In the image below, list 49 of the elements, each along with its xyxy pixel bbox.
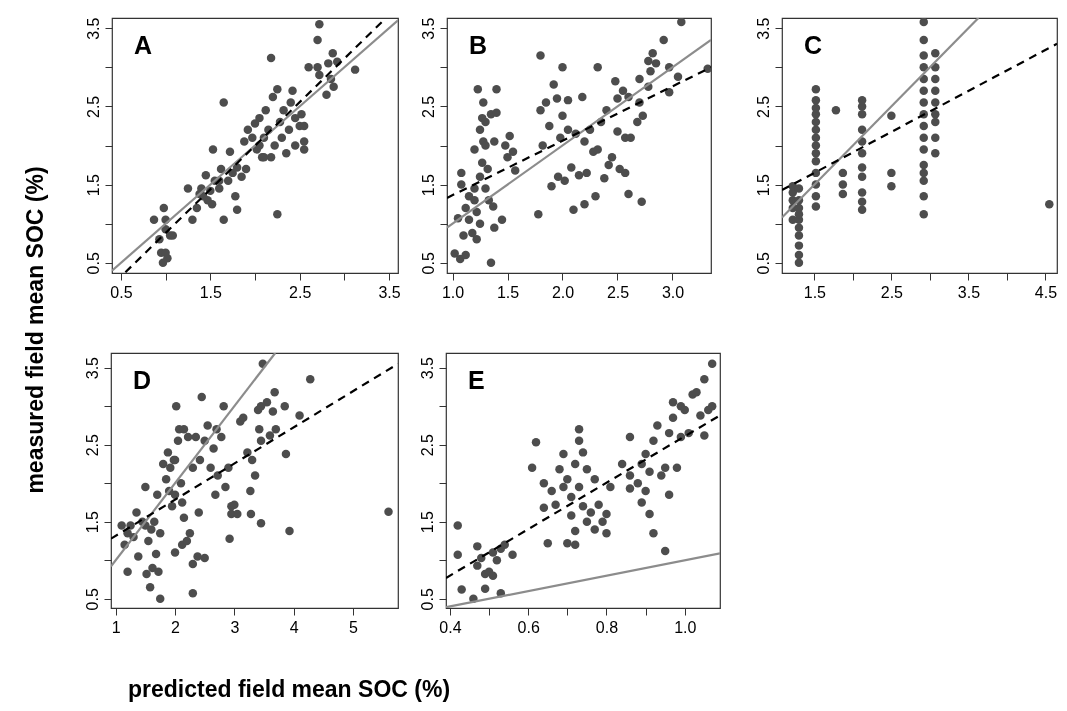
y-tick-label: 0.5 xyxy=(84,252,102,275)
y-tick-label: 3.5 xyxy=(419,17,437,40)
x-tick-label: 0.8 xyxy=(595,618,619,636)
x-tick-label: 5 xyxy=(348,618,358,636)
y-tick-label: 2.5 xyxy=(83,433,101,457)
x-axis-title: predicted field mean SOC (%) xyxy=(128,676,451,703)
y-tick-label: 0.5 xyxy=(419,252,437,275)
x-tick-label: 3.5 xyxy=(957,283,981,301)
y-tick-label: 2.5 xyxy=(418,433,436,457)
x-tick-label: 2.0 xyxy=(551,283,575,301)
y-tick-label: 3.5 xyxy=(754,17,772,40)
text: E xyxy=(468,366,485,394)
y-tick-label: 3.5 xyxy=(84,17,102,40)
y-axis-title: measured field mean SOC (%) xyxy=(22,166,49,494)
x-tick-label: 3.0 xyxy=(661,283,685,301)
x-tick-label: 1.5 xyxy=(496,283,520,301)
y-tick-label: 0.5 xyxy=(83,588,101,611)
x-tick-label: 3 xyxy=(230,618,240,636)
y-tick-label: 3.5 xyxy=(418,356,436,380)
x-tick-label: 1 xyxy=(111,618,121,636)
x-tick-label: 1.5 xyxy=(199,283,223,301)
text: D xyxy=(133,366,152,394)
x-tick-label: 0.4 xyxy=(439,618,462,636)
text: C xyxy=(804,31,823,59)
x-tick-label: 1.0 xyxy=(441,283,465,301)
text: B xyxy=(469,31,488,59)
y-tick-label: 3.5 xyxy=(83,356,101,380)
y-tick-label: 0.5 xyxy=(418,588,436,611)
text: A xyxy=(134,31,153,59)
x-tick-label: 2 xyxy=(171,618,181,636)
x-tick-label: 2.5 xyxy=(606,283,630,301)
y-tick-label: 2.5 xyxy=(754,95,772,119)
x-tick-label: 0.6 xyxy=(517,618,540,636)
x-tick-label: 1.0 xyxy=(674,618,697,636)
y-tick-label: 1.5 xyxy=(83,511,101,534)
x-tick-label: 4.5 xyxy=(1034,283,1058,301)
x-tick-label: 0.5 xyxy=(110,283,133,301)
y-tick-label: 2.5 xyxy=(419,95,437,119)
y-tick-label: 1.5 xyxy=(754,173,772,197)
y-tick-label: 0.5 xyxy=(754,252,772,275)
x-tick-label: 2.5 xyxy=(880,283,904,301)
x-tick-label: 4 xyxy=(289,618,299,636)
x-tick-label: 3.5 xyxy=(378,283,401,301)
x-tick-label: 1.5 xyxy=(803,283,827,301)
x-tick-label: 2.5 xyxy=(289,283,312,301)
y-tick-label: 1.5 xyxy=(84,173,102,197)
y-tick-label: 1.5 xyxy=(419,173,437,197)
y-tick-label: 1.5 xyxy=(418,511,436,534)
y-tick-label: 2.5 xyxy=(84,95,102,119)
